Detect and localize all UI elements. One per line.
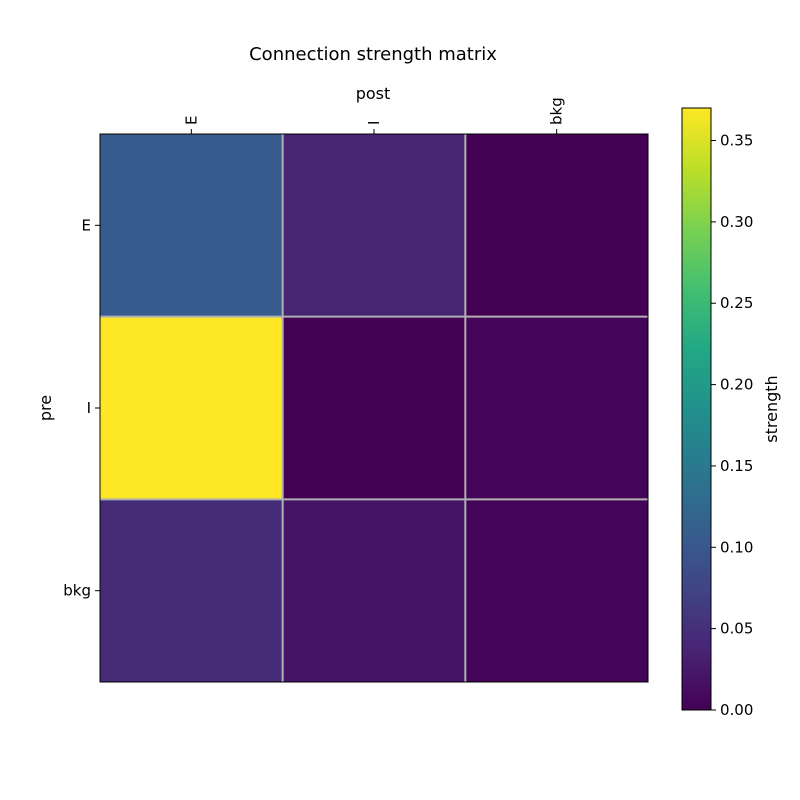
y-tick-label: E	[82, 216, 91, 234]
colorbar-ticks: 0.00 0.05 0.10 0.15 0.20 0.25 0.30 0.35	[711, 132, 753, 719]
x-tick-label: bkg	[548, 97, 566, 125]
colorbar-tick-label: 0.30	[720, 213, 753, 231]
colorbar-tick-label: 0.05	[720, 620, 753, 638]
heatmap-gridlines	[100, 134, 648, 682]
colorbar-tick-label: 0.10	[720, 538, 753, 556]
colorbar-tick-label: 0.15	[720, 457, 753, 475]
heatmap-cell-I-bkg	[465, 316, 648, 500]
heatmap-cell-E-E	[100, 134, 283, 317]
colorbar-tick-label: 0.35	[720, 132, 753, 150]
chart-title: Connection strength matrix	[249, 44, 497, 65]
heatmap-cell-E-bkg	[465, 134, 648, 317]
heatmap-cells	[100, 134, 648, 682]
colorbar	[681, 107, 712, 711]
heatmap-cell-bkg-I	[282, 499, 466, 682]
x-axis-label: post	[356, 84, 391, 103]
y-axis-label: pre	[36, 395, 55, 421]
x-tick-label: E	[182, 116, 200, 125]
colorbar-label: strength	[762, 375, 781, 442]
colorbar-tick-label: 0.00	[720, 701, 753, 719]
colorbar-tick-label: 0.25	[720, 294, 753, 312]
heatmap-cell-bkg-E	[100, 499, 283, 682]
heatmap-cell-I-E	[100, 316, 283, 500]
x-tick-label: I	[365, 121, 383, 125]
heatmap-cell-bkg-bkg	[465, 499, 648, 682]
y-tick-label: bkg	[63, 582, 91, 600]
colorbar-tick-label: 0.20	[720, 376, 753, 394]
y-tick-label: I	[87, 399, 91, 417]
heatmap-cell-I-I	[282, 316, 466, 500]
heatmap-cell-E-I	[282, 134, 466, 317]
